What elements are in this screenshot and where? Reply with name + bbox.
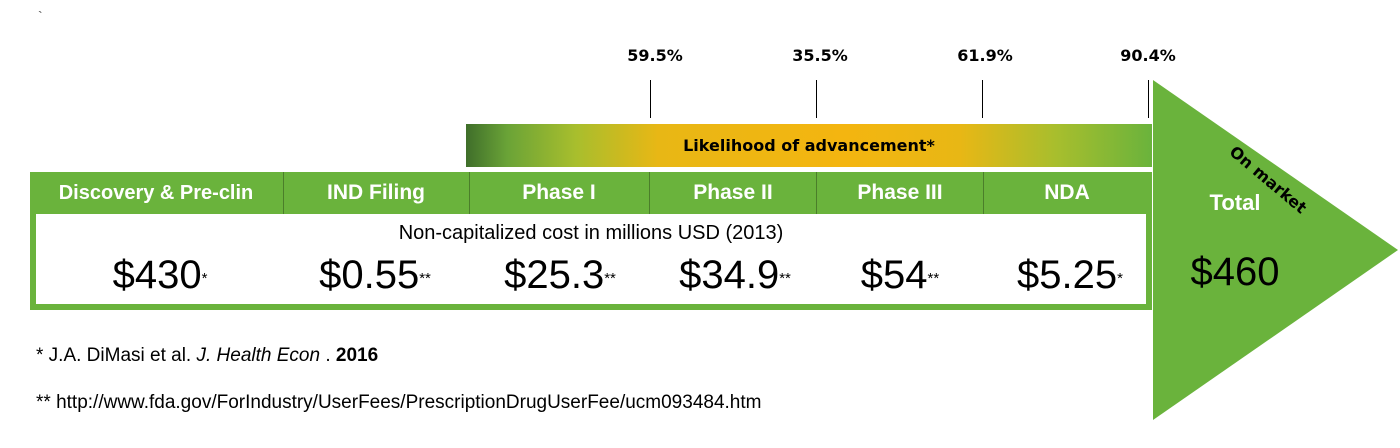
likelihood-gradient-bar: Likelihood of advancement*	[466, 124, 1152, 167]
cost-footnote-mark: *	[1117, 270, 1123, 287]
total-label: Total	[1209, 190, 1261, 215]
reference-separator: .	[320, 345, 336, 366]
stage-divider	[983, 172, 984, 214]
reference-authors: * J.A. DiMasi et al.	[36, 345, 197, 366]
likelihood-pct-nda: 90.4%	[1120, 46, 1176, 65]
cost-ind-filing: $0.55**	[280, 252, 470, 298]
cost-value: $5.25	[1017, 253, 1118, 297]
likelihood-pct-phase-ii: 35.5%	[792, 46, 848, 65]
stage-header-phase-ii: Phase II	[693, 181, 773, 204]
cost-phase-iii: $54**	[805, 252, 995, 298]
stage-header-phase-i: Phase I	[522, 181, 596, 204]
tick-line-phase-i	[650, 80, 651, 118]
stage-divider	[649, 172, 650, 214]
cost-footnote-mark: **	[779, 270, 791, 287]
cost-nda: $5.25*	[975, 252, 1165, 298]
cost-phase-i: $25.3**	[465, 252, 655, 298]
likelihood-pct-phase-i: 59.5%	[627, 46, 683, 65]
reference-year: 2016	[335, 345, 379, 366]
cost-footnote-mark: **	[604, 270, 616, 287]
market-arrow-shape	[1153, 80, 1398, 420]
cost-phase-ii: $34.9**	[640, 252, 830, 298]
stage-divider	[283, 172, 284, 214]
cost-footnote-mark: *	[201, 270, 208, 287]
stray-mark: `	[38, 8, 43, 24]
tick-line-phase-ii	[816, 80, 817, 118]
cost-footnote-mark: **	[419, 270, 431, 287]
likelihood-pct-phase-iii: 61.9%	[957, 46, 1013, 65]
cost-footnote-mark: **	[927, 270, 940, 287]
stage-header-nda: NDA	[1044, 181, 1090, 204]
total-value: $460	[1190, 250, 1280, 294]
stage-header-discovery: Discovery & Pre-clin	[58, 182, 254, 204]
stage-header-ind-filing: IND Filing	[327, 181, 425, 204]
reference-fda-url: ** http://www.fda.gov/ForIndustry/UserFe…	[36, 392, 762, 413]
stage-divider	[816, 172, 817, 214]
stage-divider	[469, 172, 470, 214]
cost-value: $34.9	[679, 253, 780, 297]
cost-value: $430	[112, 253, 202, 297]
stage-header-phase-iii: Phase III	[857, 181, 943, 204]
cost-value: $25.3	[504, 253, 605, 297]
cost-caption: Non-capitalized cost in millions USD (20…	[398, 222, 784, 244]
reference-dimasi: * J.A. DiMasi et al. J. Health Econ . 20…	[36, 345, 378, 367]
stage-cost-box	[30, 172, 1152, 310]
cost-panel	[36, 214, 1146, 304]
cost-value: $54	[860, 253, 928, 297]
reference-journal: J. Health Econ	[196, 345, 321, 366]
tick-line-nda	[1148, 80, 1149, 118]
tick-line-phase-iii	[982, 80, 983, 118]
likelihood-label: Likelihood of advancement*	[683, 136, 935, 155]
cost-value: $0.55	[319, 253, 420, 297]
cost-discovery: $430*	[60, 252, 260, 298]
